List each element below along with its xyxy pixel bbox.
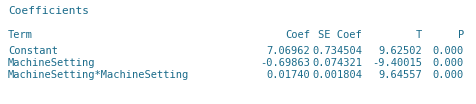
Text: 0.000: 0.000 bbox=[433, 58, 464, 68]
Text: 0.01740: 0.01740 bbox=[266, 70, 310, 80]
Text: -0.69863: -0.69863 bbox=[260, 58, 310, 68]
Text: T: T bbox=[416, 30, 422, 40]
Text: 0.001804: 0.001804 bbox=[312, 70, 362, 80]
Text: Coef: Coef bbox=[285, 30, 310, 40]
Text: 9.62502: 9.62502 bbox=[378, 46, 422, 56]
Text: Term: Term bbox=[8, 30, 33, 40]
Text: Coefficients: Coefficients bbox=[8, 6, 89, 16]
Text: Constant: Constant bbox=[8, 46, 58, 56]
Text: P: P bbox=[458, 30, 464, 40]
Text: 0.000: 0.000 bbox=[433, 46, 464, 56]
Text: 7.06962: 7.06962 bbox=[266, 46, 310, 56]
Text: 0.074321: 0.074321 bbox=[312, 58, 362, 68]
Text: 9.64557: 9.64557 bbox=[378, 70, 422, 80]
Text: -9.40015: -9.40015 bbox=[372, 58, 422, 68]
Text: SE Coef: SE Coef bbox=[318, 30, 362, 40]
Text: MachineSetting: MachineSetting bbox=[8, 58, 96, 68]
Text: 0.000: 0.000 bbox=[433, 70, 464, 80]
Text: 0.734504: 0.734504 bbox=[312, 46, 362, 56]
Text: MachineSetting*MachineSetting: MachineSetting*MachineSetting bbox=[8, 70, 189, 80]
